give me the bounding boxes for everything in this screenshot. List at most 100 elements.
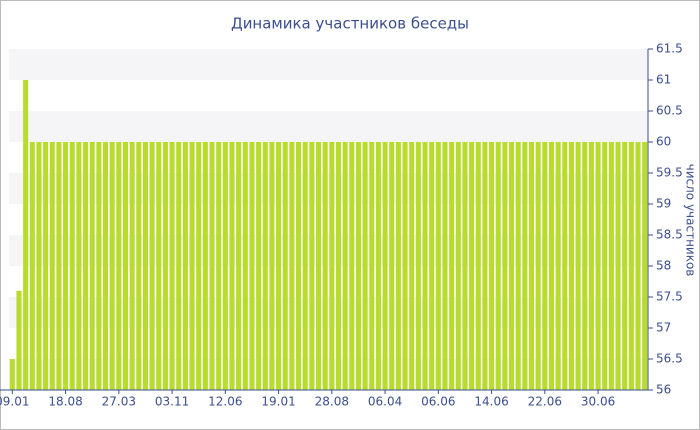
y-tick-label: 59 [656, 197, 671, 211]
bar [635, 142, 641, 390]
bar [129, 142, 135, 390]
bar [422, 142, 428, 390]
bar [575, 142, 581, 390]
bar [608, 142, 614, 390]
bar [588, 142, 594, 390]
bar [249, 142, 255, 390]
bar [229, 142, 235, 390]
bar [329, 142, 335, 390]
bar [76, 142, 82, 390]
y-tick-label: 60.5 [656, 104, 683, 118]
bar [262, 142, 268, 390]
bar [276, 142, 282, 390]
x-tick-label: 12.06 [208, 395, 242, 409]
bar [162, 142, 168, 390]
grid-band [9, 173, 648, 204]
bar [49, 142, 55, 390]
bar [582, 142, 588, 390]
bar [196, 142, 202, 390]
bar [355, 142, 361, 390]
bar [342, 142, 348, 390]
bar [469, 142, 475, 390]
bar [442, 142, 448, 390]
bar [322, 142, 328, 390]
y-tick-label: 56.5 [656, 352, 683, 366]
bar [489, 142, 495, 390]
bar [409, 142, 415, 390]
x-tick-label: 09.01 [0, 395, 30, 409]
bar [83, 142, 89, 390]
bar [29, 142, 35, 390]
bar [382, 142, 388, 390]
bar [642, 142, 648, 390]
y-tick-label: 58.5 [656, 228, 683, 242]
bar [16, 290, 22, 390]
bar [63, 142, 69, 390]
x-tick-label: 19.01 [261, 395, 295, 409]
y-tick-label: 61.5 [656, 42, 683, 56]
chart-title: Динамика участников беседы [231, 15, 469, 33]
grid-band [9, 359, 648, 390]
bar [296, 142, 302, 390]
bar [189, 142, 195, 390]
bar [369, 142, 375, 390]
bar [36, 142, 42, 390]
bar [335, 142, 342, 390]
bar [109, 142, 115, 390]
bar [236, 142, 242, 390]
bar [116, 142, 122, 390]
bar [9, 359, 15, 390]
x-tick-label: 14.06 [474, 395, 508, 409]
y-tick-label: 60 [656, 135, 671, 149]
bar [202, 142, 208, 390]
bar [615, 142, 621, 390]
y-tick-label: 61 [656, 73, 671, 87]
x-tick-label: 06.06 [421, 395, 455, 409]
x-tick-label: 27.03 [102, 395, 136, 409]
bar [435, 142, 441, 390]
x-tick-label: 18.08 [48, 395, 82, 409]
bar [502, 142, 508, 390]
bar [89, 142, 95, 390]
bar [375, 142, 381, 390]
bar [495, 142, 501, 390]
bar [102, 142, 109, 390]
bar [209, 142, 215, 390]
x-tick-label: 06.04 [368, 395, 402, 409]
bar [389, 142, 395, 390]
grid-band [9, 49, 648, 80]
bar [362, 142, 368, 390]
x-tick-label: 22.06 [528, 395, 562, 409]
grid-band [9, 235, 648, 266]
bar [455, 142, 461, 390]
bar [522, 142, 528, 390]
y-tick-label: 57 [656, 321, 671, 335]
y-tick-label: 57.5 [656, 290, 683, 304]
bar [302, 142, 308, 390]
bar [222, 142, 228, 390]
bar [562, 142, 568, 390]
bar [482, 142, 488, 390]
bar [622, 142, 628, 390]
bar [475, 142, 481, 390]
y-tick-label: 58 [656, 259, 671, 273]
bar [122, 142, 129, 390]
bar [242, 142, 248, 390]
bar [136, 142, 142, 390]
bar [449, 142, 455, 390]
bar [156, 142, 162, 390]
bar [142, 142, 148, 390]
bar [509, 142, 515, 390]
x-tick-label: 03.11 [155, 395, 189, 409]
bar [182, 142, 188, 390]
bar [528, 142, 535, 390]
x-tick-label: 28.08 [315, 395, 349, 409]
bar [269, 142, 275, 390]
bar [349, 142, 355, 390]
grid-band [9, 111, 648, 142]
bar [462, 142, 468, 390]
bar [69, 142, 75, 390]
bar [149, 142, 155, 390]
bar [282, 142, 288, 390]
bar [568, 142, 574, 390]
